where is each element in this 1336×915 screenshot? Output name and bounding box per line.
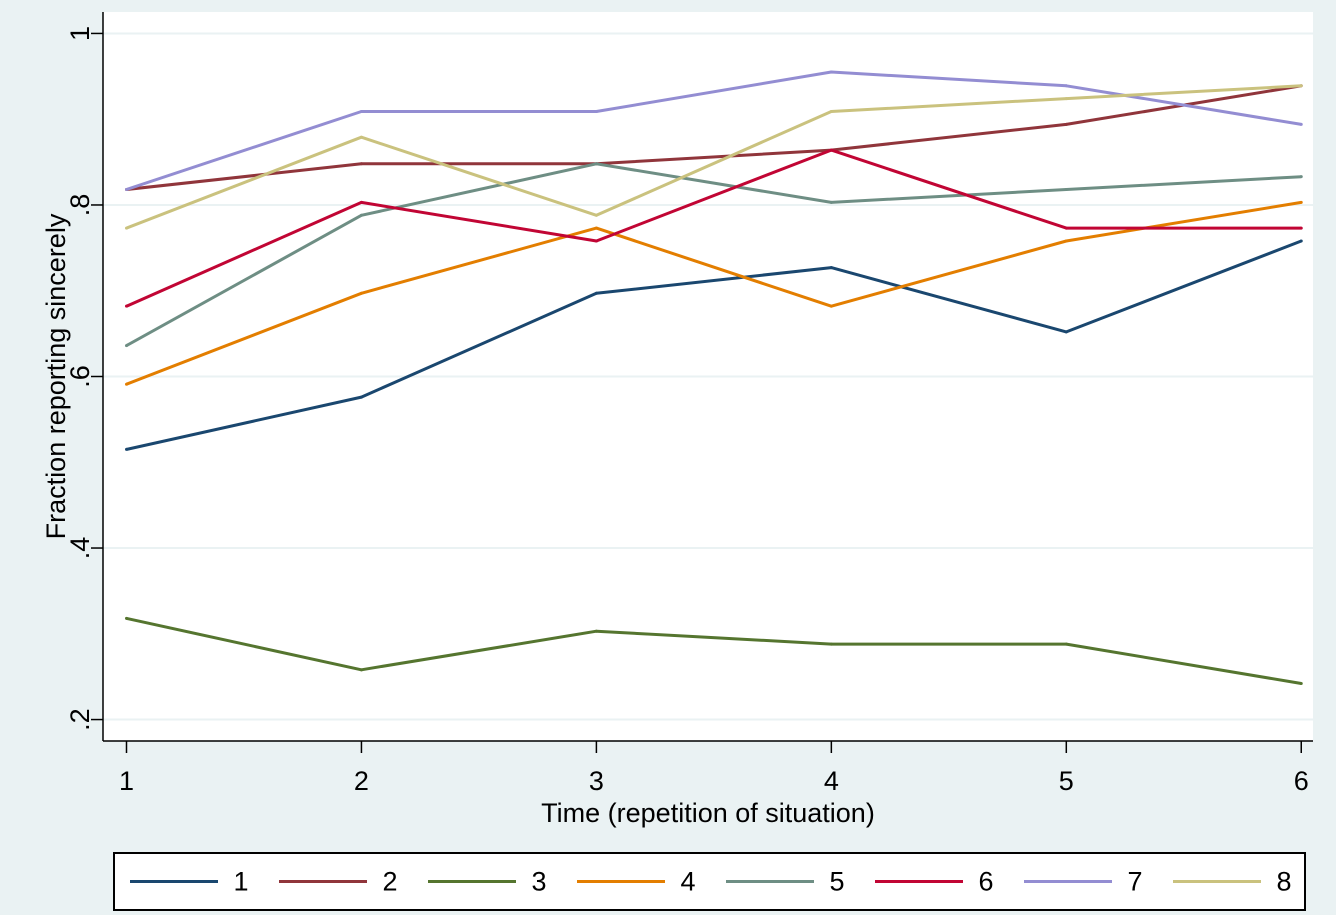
- data-point-4: [594, 226, 598, 230]
- y-tick-label: 1: [65, 26, 95, 41]
- data-point-8: [359, 135, 363, 139]
- data-point-1: [829, 266, 833, 270]
- data-point-3: [1299, 682, 1303, 686]
- series-line-4: [125, 200, 1302, 386]
- data-point-1: [594, 291, 598, 295]
- data-point-7: [1299, 122, 1303, 126]
- data-point-7: [594, 109, 598, 113]
- x-tick-label: 6: [1294, 766, 1309, 796]
- data-point-3: [594, 629, 598, 633]
- data-point-6: [359, 200, 363, 204]
- x-tick-label: 4: [824, 766, 839, 796]
- y-tick-label: .6: [65, 365, 95, 388]
- data-point-3: [829, 642, 833, 646]
- legend-label-1: 1: [233, 867, 248, 897]
- data-point-7: [1064, 84, 1068, 88]
- data-point-1: [1299, 239, 1303, 243]
- x-axis-title: Time (repetition of situation): [541, 798, 875, 828]
- data-point-2: [359, 162, 363, 166]
- data-point-1: [124, 447, 128, 451]
- data-point-5: [359, 213, 363, 217]
- legend-label-8: 8: [1276, 867, 1291, 897]
- data-point-7: [359, 109, 363, 113]
- series-line-8: [125, 84, 1302, 230]
- x-tick-label: 5: [1059, 766, 1074, 796]
- legend-label-5: 5: [829, 867, 844, 897]
- data-point-5: [1299, 175, 1303, 179]
- data-point-4: [829, 304, 833, 308]
- series-line-3: [126, 616, 1302, 685]
- data-point-5: [594, 162, 598, 166]
- data-point-8: [124, 226, 128, 230]
- data-point-7: [124, 188, 128, 192]
- data-point-4: [124, 382, 128, 386]
- data-point-5: [1064, 188, 1068, 192]
- data-point-8: [594, 213, 598, 217]
- data-point-8: [1299, 84, 1303, 88]
- data-point-8: [1064, 97, 1068, 101]
- data-point-2: [1064, 122, 1068, 126]
- series-line-6: [125, 148, 1302, 308]
- x-tick-label: 1: [119, 766, 134, 796]
- legend: 1 2 3 4 5 6 7 8: [130, 867, 1292, 897]
- y-axis-title: Fraction reporting sincerely: [41, 213, 71, 539]
- y-tick-label: .2: [65, 708, 95, 731]
- data-point-4: [359, 291, 363, 295]
- data-point-8: [829, 109, 833, 113]
- data-point-6: [829, 148, 833, 152]
- data-point-6: [1064, 226, 1068, 230]
- y-tick-label: .4: [65, 537, 95, 560]
- legend-label-4: 4: [680, 867, 695, 897]
- y-tick-label: .8: [65, 194, 95, 217]
- series-lines: [124, 70, 1303, 686]
- x-tick-label: 3: [589, 766, 604, 796]
- series-line-2: [126, 84, 1302, 191]
- legend-label-6: 6: [978, 867, 993, 897]
- data-point-1: [359, 395, 363, 399]
- legend-label-7: 7: [1127, 867, 1142, 897]
- data-point-3: [1064, 642, 1068, 646]
- axes: .2 .4 .6 .8 1 1 2 3 4 5 6: [65, 12, 1313, 796]
- series-line-1: [126, 239, 1302, 451]
- data-point-6: [124, 304, 128, 308]
- series-line-7: [126, 70, 1302, 191]
- data-point-5: [124, 344, 128, 348]
- gridlines: [103, 32, 1313, 721]
- data-point-3: [359, 668, 363, 672]
- data-point-4: [1299, 200, 1303, 204]
- series-line-5: [125, 162, 1302, 347]
- data-point-6: [1299, 226, 1303, 230]
- data-point-3: [124, 616, 128, 620]
- legend-label-3: 3: [531, 867, 546, 897]
- data-point-4: [1064, 239, 1068, 243]
- data-point-6: [594, 239, 598, 243]
- legend-label-2: 2: [382, 867, 397, 897]
- x-tick-label: 2: [354, 766, 369, 796]
- data-point-1: [1064, 330, 1068, 334]
- data-point-5: [829, 200, 833, 204]
- data-point-7: [829, 70, 833, 74]
